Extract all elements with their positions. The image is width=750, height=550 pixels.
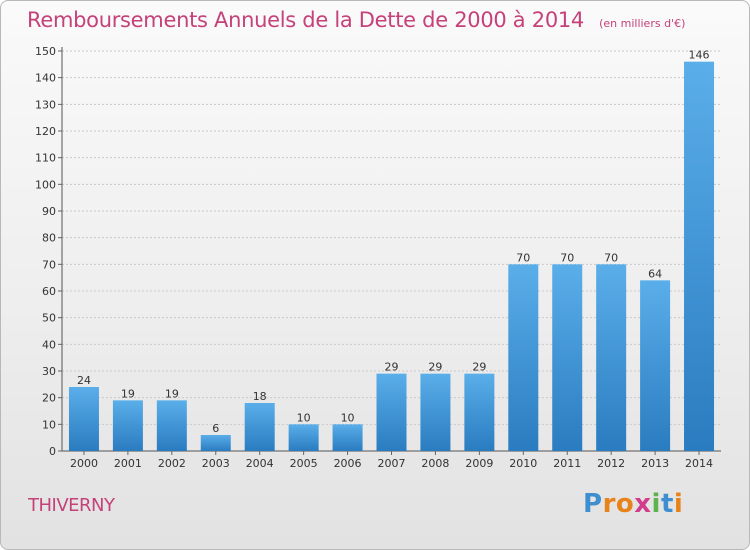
bar (464, 373, 495, 451)
y-tick-label: 110 (35, 152, 56, 165)
bar-value-label: 10 (341, 411, 355, 424)
y-tick-label: 60 (42, 285, 56, 298)
bar-value-label: 19 (165, 387, 179, 400)
bar-value-label: 146 (689, 49, 710, 62)
y-tick-label: 150 (35, 45, 56, 58)
bar-value-label: 29 (428, 361, 442, 374)
bar-value-label: 24 (77, 374, 91, 387)
bar (288, 424, 319, 451)
x-tick-label: 2001 (114, 457, 142, 470)
x-tick-label: 2003 (202, 457, 230, 470)
bar (684, 61, 715, 452)
logo-letter: P (583, 489, 603, 519)
y-tick-label: 40 (42, 338, 56, 351)
x-tick-label: 2014 (685, 457, 713, 470)
proxiti-logo: Proxiti (583, 489, 683, 519)
bar (244, 403, 275, 451)
logo-letter: i (651, 489, 661, 519)
bar (552, 264, 583, 451)
bar (200, 435, 231, 451)
x-tick-label: 2009 (465, 457, 493, 470)
logo-letter: o (615, 489, 635, 519)
bar (596, 264, 627, 451)
bar-value-label: 70 (560, 251, 574, 264)
y-tick-label: 100 (35, 178, 56, 191)
bar-value-label: 18 (253, 390, 267, 403)
y-tick-label: 90 (42, 205, 56, 218)
city-name: THIVERNY (28, 495, 115, 516)
y-tick-label: 140 (35, 72, 56, 85)
x-tick-label: 2004 (246, 457, 274, 470)
bar-value-label: 19 (121, 387, 135, 400)
bar (332, 424, 363, 451)
bar (156, 400, 187, 451)
bar-value-label: 70 (604, 251, 618, 264)
x-tick-label: 2007 (378, 457, 406, 470)
y-tick-label: 30 (42, 365, 56, 378)
y-tick-label: 10 (42, 418, 56, 431)
y-tick-label: 80 (42, 232, 56, 245)
logo-letter: i (673, 489, 684, 519)
chart-title: Remboursements Annuels de la Dette de 20… (27, 8, 584, 32)
x-tick-label: 2010 (509, 457, 537, 470)
chart-title-block: Remboursements Annuels de la Dette de 20… (27, 8, 685, 32)
bar-value-label: 70 (516, 251, 530, 264)
x-tick-label: 2013 (641, 457, 669, 470)
chart-unit: (en milliers d'€) (599, 17, 686, 30)
x-tick-label: 2000 (70, 457, 98, 470)
bar-value-label: 64 (648, 267, 662, 280)
bar-value-label: 29 (472, 361, 486, 374)
x-tick-label: 2006 (334, 457, 362, 470)
x-tick-label: 2012 (597, 457, 625, 470)
y-tick-label: 20 (42, 392, 56, 405)
bar (508, 264, 539, 451)
y-tick-label: 70 (42, 258, 56, 271)
bar (68, 387, 99, 451)
y-tick-label: 120 (35, 125, 56, 138)
y-tick-label: 0 (49, 445, 56, 458)
x-tick-label: 2005 (290, 457, 318, 470)
x-tick-label: 2002 (158, 457, 186, 470)
bar (420, 373, 451, 451)
bar (112, 400, 143, 451)
logo-letter: t (660, 489, 674, 519)
x-tick-label: 2008 (421, 457, 449, 470)
y-tick-label: 50 (42, 312, 56, 325)
bar (640, 280, 671, 451)
bar-value-label: 6 (212, 422, 219, 435)
y-tick-label: 130 (35, 98, 56, 111)
bar-value-label: 10 (297, 411, 311, 424)
logo-letter: x (634, 489, 652, 519)
bar-value-label: 29 (385, 361, 399, 374)
bar (376, 373, 407, 451)
x-tick-label: 2011 (553, 457, 581, 470)
logo-letter: r (602, 489, 616, 519)
